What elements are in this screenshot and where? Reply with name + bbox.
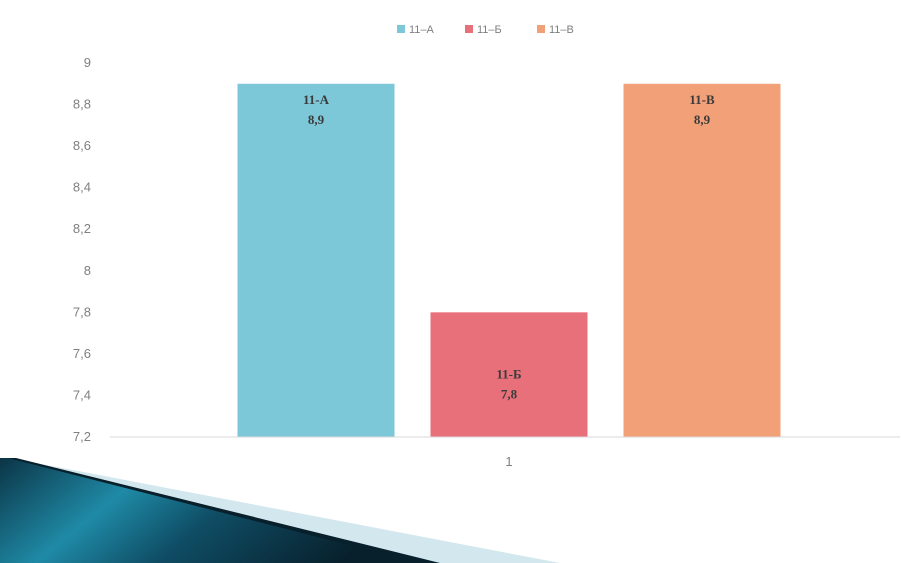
- legend-swatch: [397, 25, 405, 33]
- y-tick-label: 8,4: [73, 180, 91, 195]
- y-tick-label: 7,2: [73, 429, 91, 444]
- x-axis: 1: [110, 436, 900, 469]
- y-axis: 7,2 7,4 7,6 7,8 8 8,2 8,4 8,6 8,8 9: [73, 55, 91, 444]
- legend-swatch: [537, 25, 545, 33]
- legend-label: 11–В: [549, 24, 574, 36]
- bar-3: [623, 83, 781, 438]
- bar-1: [237, 83, 395, 438]
- decorative-corner-shape: [0, 458, 560, 563]
- y-tick-label: 7,8: [73, 304, 91, 319]
- bar-label-name: 11-А: [303, 92, 330, 107]
- y-tick-label: 8,2: [73, 221, 91, 236]
- bars: 11-А 8,9 11-Б 7,8 11-В 8,9: [237, 83, 781, 438]
- legend-label: 11–Б: [477, 24, 502, 36]
- bar-label-value: 7,8: [501, 386, 518, 401]
- bar-label-name: 11-В: [689, 92, 715, 107]
- bar-label-value: 8,9: [694, 112, 711, 127]
- bar-label-value: 8,9: [308, 112, 325, 127]
- y-tick-label: 7,4: [73, 387, 91, 402]
- legend-label: 11–А: [409, 24, 435, 36]
- x-tick-label: 1: [505, 454, 512, 469]
- legend: 11–А 11–Б 11–В: [397, 24, 574, 36]
- y-tick-label: 9: [84, 55, 91, 70]
- legend-swatch: [465, 25, 473, 33]
- y-tick-label: 7,6: [73, 346, 91, 361]
- bar-2: [430, 312, 588, 437]
- y-tick-label: 8,6: [73, 138, 91, 153]
- bar-label-name: 11-Б: [496, 366, 521, 381]
- y-tick-label: 8,8: [73, 97, 91, 112]
- y-tick-label: 8: [84, 263, 91, 278]
